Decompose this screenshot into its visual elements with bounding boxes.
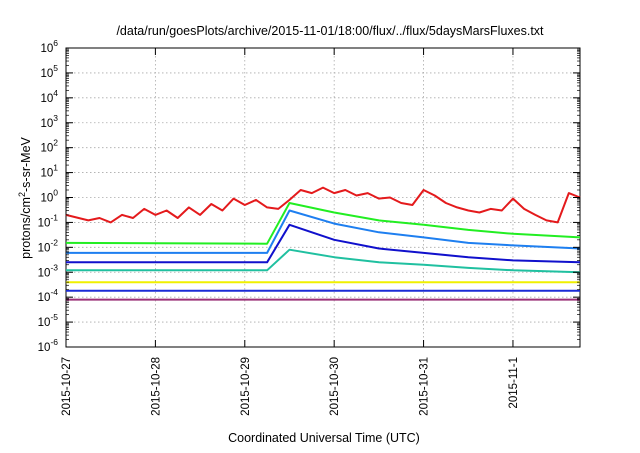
series-line-3: [66, 209, 581, 254]
y-tick-label: 104: [40, 88, 58, 105]
chart-title: /data/run/goesPlots/archive/2015-11-01/1…: [116, 24, 544, 38]
y-tick-label: 10-1: [38, 212, 59, 229]
y-tick-label: 10-4: [38, 287, 59, 304]
x-tick-label: 2015-11-1: [508, 357, 520, 409]
x-tick-label: 2015-10-31: [419, 357, 431, 416]
series-layer: [65, 186, 581, 301]
y-axis-label-rest: -s-sr-MeV: [19, 136, 33, 192]
y-axis: 106 105 104 103 102 101 100 10-1 10-2 10-3 10-4 10-…: [38, 38, 580, 354]
y-tick-label: 10-3: [38, 262, 59, 279]
x-tick-label: 2015-10-30: [329, 357, 341, 416]
y-axis-label: protons/cm2-s-sr-MeV: [17, 136, 33, 258]
x-tick-label: 2015-10-28: [150, 357, 162, 416]
y-tick-label: 10-5: [38, 312, 59, 329]
y-tick-label: 10-6: [38, 337, 59, 354]
y-axis-label-unit: protons/cm: [19, 197, 33, 259]
x-axis-label: Coordinated Universal Time (UTC): [228, 431, 420, 445]
series-line-5: [66, 248, 581, 274]
y-tick-label: 103: [40, 113, 58, 130]
series-line-2: [65, 202, 581, 245]
series-line-4: [66, 223, 581, 264]
x-tick-label: 2015-10-29: [240, 357, 252, 416]
x-axis: 2015-10-27 2015-10-28 2015-10-29 2015-10-30…: [61, 48, 520, 416]
x-tick-label: 2015-10-27: [61, 357, 73, 416]
y-axis-label-exponent: 2: [17, 192, 27, 197]
y-tick-label: 105: [40, 63, 58, 80]
series-line-1: [65, 186, 581, 224]
y-tick-label: 106: [40, 38, 58, 55]
y-tick-label: 101: [40, 163, 58, 180]
y-tick-label: 10-2: [38, 237, 59, 254]
y-tick-label: 100: [40, 188, 58, 205]
y-tick-label: 102: [40, 138, 58, 155]
grid-lines: [66, 48, 580, 347]
